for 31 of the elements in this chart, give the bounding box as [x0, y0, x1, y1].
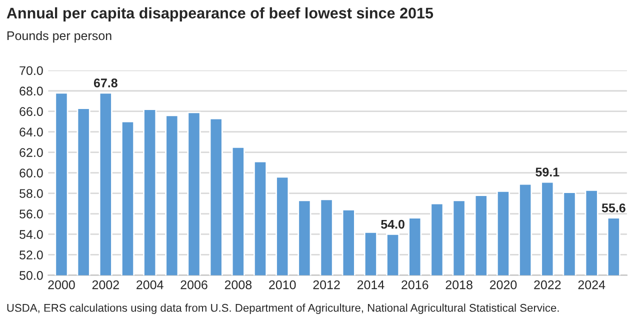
data-label: 59.1 [536, 168, 560, 176]
y-tick-label: 50.0 [20, 271, 43, 280]
y-tick-label: 64.0 [20, 128, 43, 136]
y-tick-label: 52.0 [20, 250, 43, 260]
x-tick-label: 2002 [92, 280, 119, 290]
chart-title: Annual per capita disappearance of beef lowest since 2015 [6, 7, 434, 22]
y-tick-label: 58.0 [20, 189, 43, 198]
y-tick-label: 56.0 [20, 210, 43, 218]
x-tick-label: 2012 [313, 280, 340, 290]
x-tick-label: 2022 [534, 280, 561, 290]
x-tick-label: 2018 [446, 280, 472, 290]
x-tick-label: 2024 [578, 280, 606, 290]
x-tick-label: 2010 [269, 280, 296, 290]
text: USDA, ERS calculations using data from U.S. Department of Agriculture, National Agricultural Statistical Service. [7, 304, 559, 314]
x-tick-label: 2008 [224, 280, 252, 290]
x-tick-label: 2004 [136, 280, 164, 290]
y-tick-label: 54.0 [20, 230, 43, 239]
x-tick-label: 2014 [357, 280, 384, 290]
y-tick-label: 68.0 [20, 86, 43, 96]
x-tick-label: 2020 [490, 280, 517, 290]
y-tick-label: 70.0 [20, 66, 43, 76]
y-tick-label: 60.0 [20, 168, 43, 178]
y-tick-label: 62.0 [20, 148, 43, 157]
data-label: 67.8 [94, 78, 118, 88]
x-tick-label: 2006 [180, 280, 208, 290]
chart-subtitle: Pounds per person [7, 30, 112, 43]
y-tick-label: 66.0 [20, 107, 43, 116]
data-label: 54.0 [381, 220, 404, 229]
x-tick-label: 2016 [402, 280, 428, 290]
x-tick-label: 2000 [48, 280, 75, 290]
data-label: 55.6 [602, 203, 626, 212]
